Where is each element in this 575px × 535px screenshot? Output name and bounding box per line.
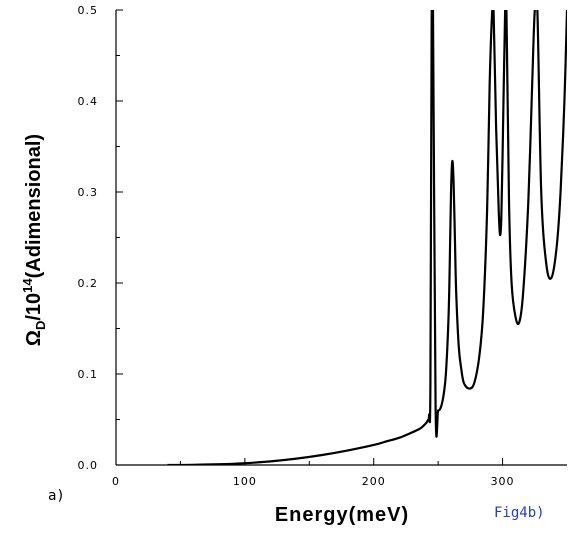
- x-tick-label: 0: [112, 475, 120, 488]
- y-tick-label: 0.4: [78, 95, 99, 108]
- series-line: [167, 10, 567, 465]
- y-label-subscript: D: [33, 321, 48, 330]
- y-label-tail: (Adimensional): [23, 134, 45, 278]
- x-tick-label: 200: [362, 475, 386, 488]
- y-ticks: 0.0 0.1 0.2 0.3 0.4 0.5: [78, 4, 123, 472]
- x-axis-label: Energy(meV): [275, 504, 409, 526]
- y-tick-label: 0.2: [78, 277, 99, 290]
- figure-label: Fig4b): [494, 505, 545, 521]
- axes: [115, 10, 567, 466]
- x-ticks: 0 100 200 300: [112, 458, 515, 488]
- x-tick-label: 300: [491, 475, 515, 488]
- y-label-symbol: Ω: [23, 330, 45, 346]
- y-tick-label: 0.5: [78, 4, 99, 17]
- y-label-power: 14: [20, 278, 35, 293]
- series-layer: [167, 10, 567, 465]
- y-label-middle: /10: [23, 293, 45, 321]
- y-tick-label: 0.1: [78, 368, 99, 381]
- panel-label: a): [48, 488, 65, 504]
- x-tick-label: 100: [233, 475, 257, 488]
- y-tick-label: 0.3: [78, 186, 99, 199]
- y-tick-label: 0.0: [78, 459, 99, 472]
- y-axis-label: ΩD/1014(Adimensional): [20, 134, 48, 346]
